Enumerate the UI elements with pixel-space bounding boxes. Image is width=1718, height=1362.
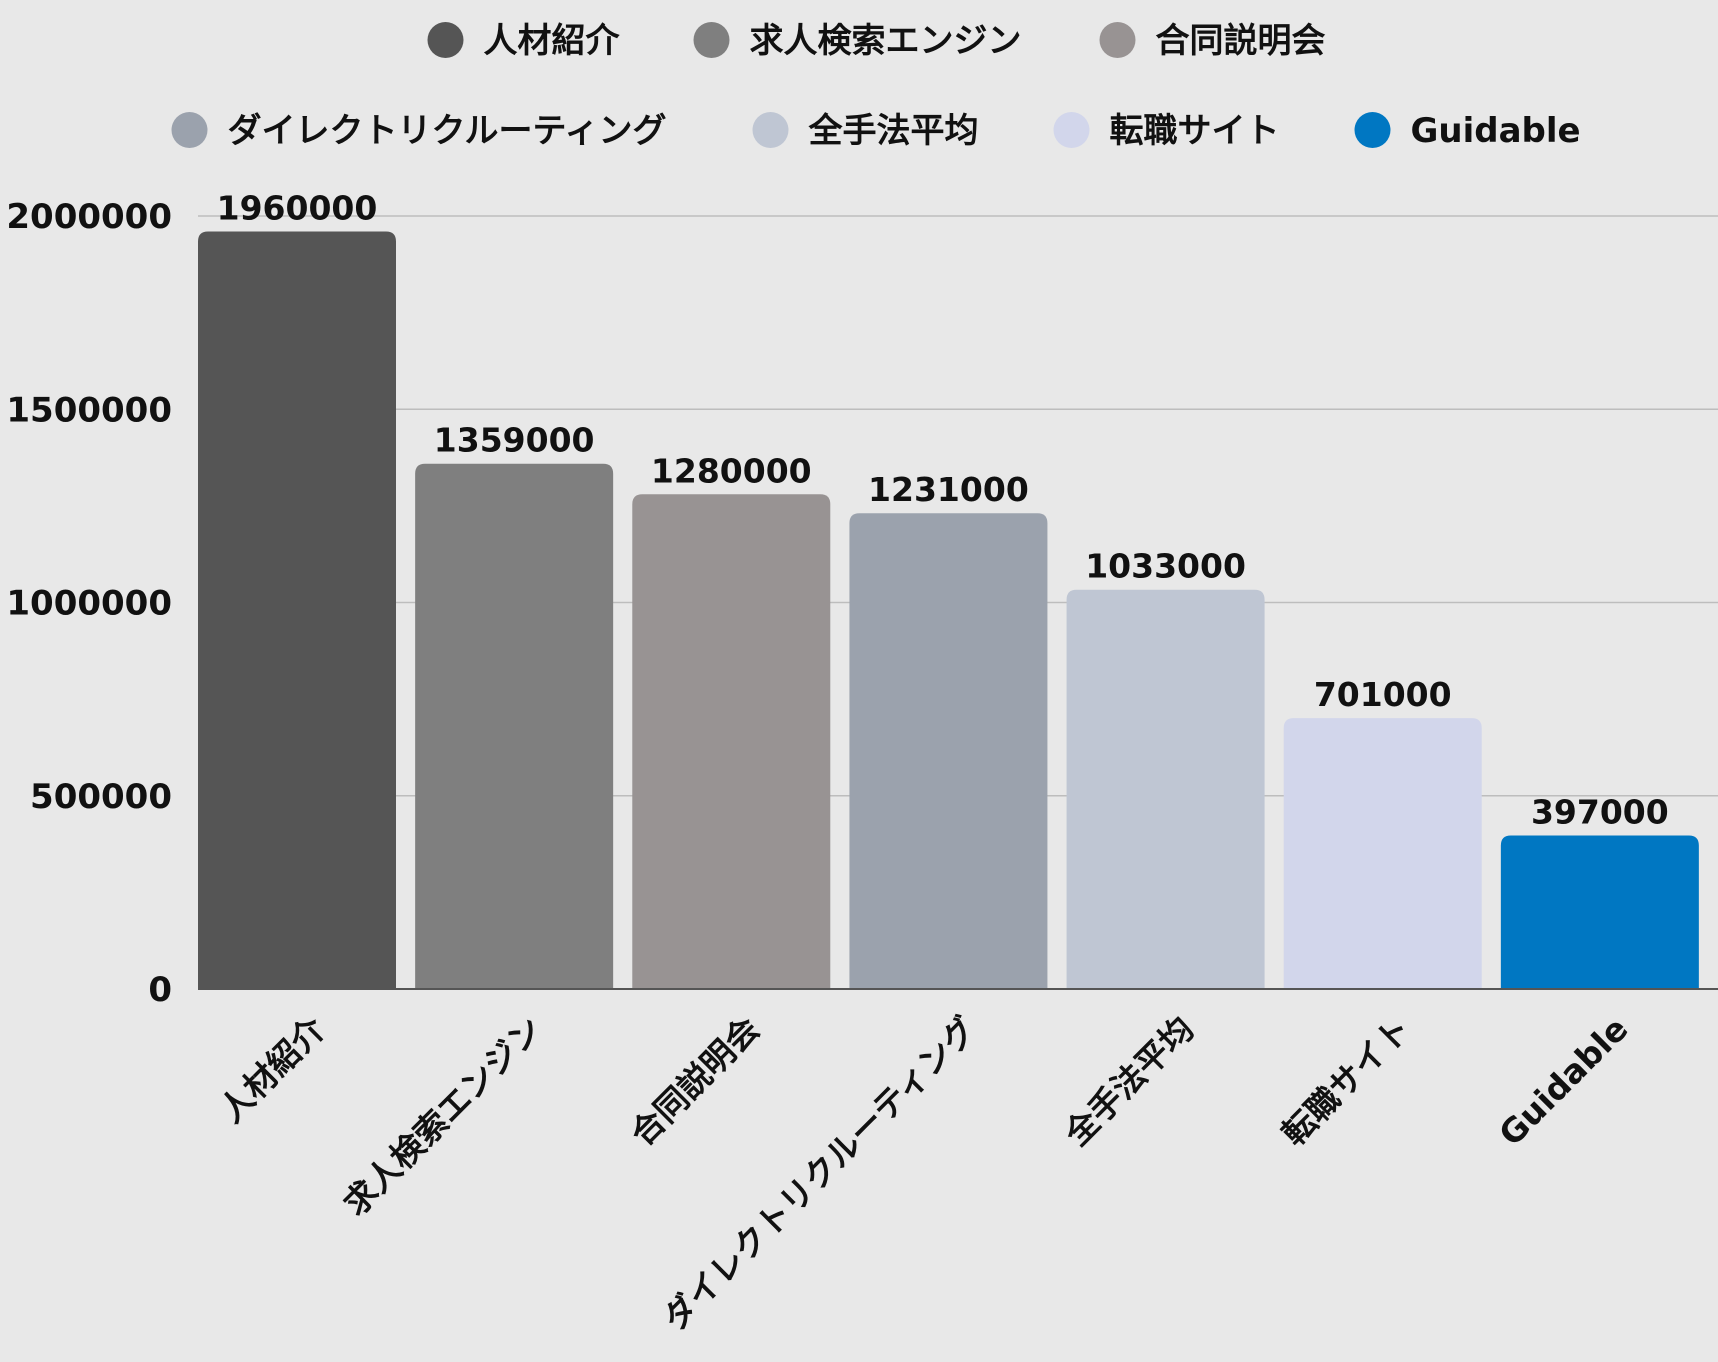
bar-0 <box>198 231 396 989</box>
value-label: 1960000 <box>217 188 378 227</box>
legend-label: 全手法平均 <box>808 111 979 151</box>
legend-swatch <box>171 112 208 148</box>
x-tick-label: 求人検索エンジン <box>336 1009 550 1223</box>
legend-label: 合同説明会 <box>1156 21 1326 61</box>
bar-1 <box>415 463 614 990</box>
bar-3 <box>849 513 1048 989</box>
x-tick-label: 合同説明会 <box>623 1009 767 1153</box>
y-tick-label: 1000000 <box>6 584 172 624</box>
value-label: 1231000 <box>868 470 1029 509</box>
x-tick-label: 転職サイト <box>1274 1009 1418 1153</box>
y-tick-label: 1500000 <box>6 390 172 430</box>
x-tick-label: Guidable <box>1491 1009 1635 1153</box>
x-tick-label: 全手法平均 <box>1056 1009 1201 1154</box>
legend-label: 求人検索エンジン <box>750 21 1022 61</box>
y-tick-label: 0 <box>148 970 172 1010</box>
value-label: 1359000 <box>434 421 595 460</box>
legend-swatch <box>1354 112 1391 148</box>
bar-5 <box>1283 718 1482 989</box>
legend-label: 転職サイト <box>1110 111 1280 151</box>
legend-swatch <box>1099 22 1136 58</box>
y-tick-label: 2000000 <box>6 197 172 237</box>
value-label: 397000 <box>1531 793 1669 832</box>
legend-label: Guidable <box>1411 111 1581 151</box>
y-tick-label: 500000 <box>30 777 172 817</box>
bars <box>198 231 1699 990</box>
value-labels: 1960000 1359000 1280000 1231000 1033000 70100… <box>217 188 1669 831</box>
bar-2 <box>632 494 831 989</box>
legend-swatch <box>752 112 789 148</box>
legend-swatch <box>427 22 464 58</box>
value-label: 1280000 <box>651 451 812 490</box>
legend-swatch <box>1053 112 1090 148</box>
legend-label: ダイレクトリクルーティング <box>228 111 667 151</box>
y-axis: 0 500000 1000000 1500000 2000000 <box>6 197 172 1010</box>
legend-swatch <box>693 22 730 58</box>
bar-6 <box>1500 835 1699 989</box>
x-tick-label: 人材紹介 <box>212 1008 334 1130</box>
value-label: 1033000 <box>1085 547 1246 586</box>
legend-label: 人材紹介 <box>484 21 621 61</box>
value-label: 701000 <box>1314 675 1452 714</box>
bar-4 <box>1066 589 1265 989</box>
